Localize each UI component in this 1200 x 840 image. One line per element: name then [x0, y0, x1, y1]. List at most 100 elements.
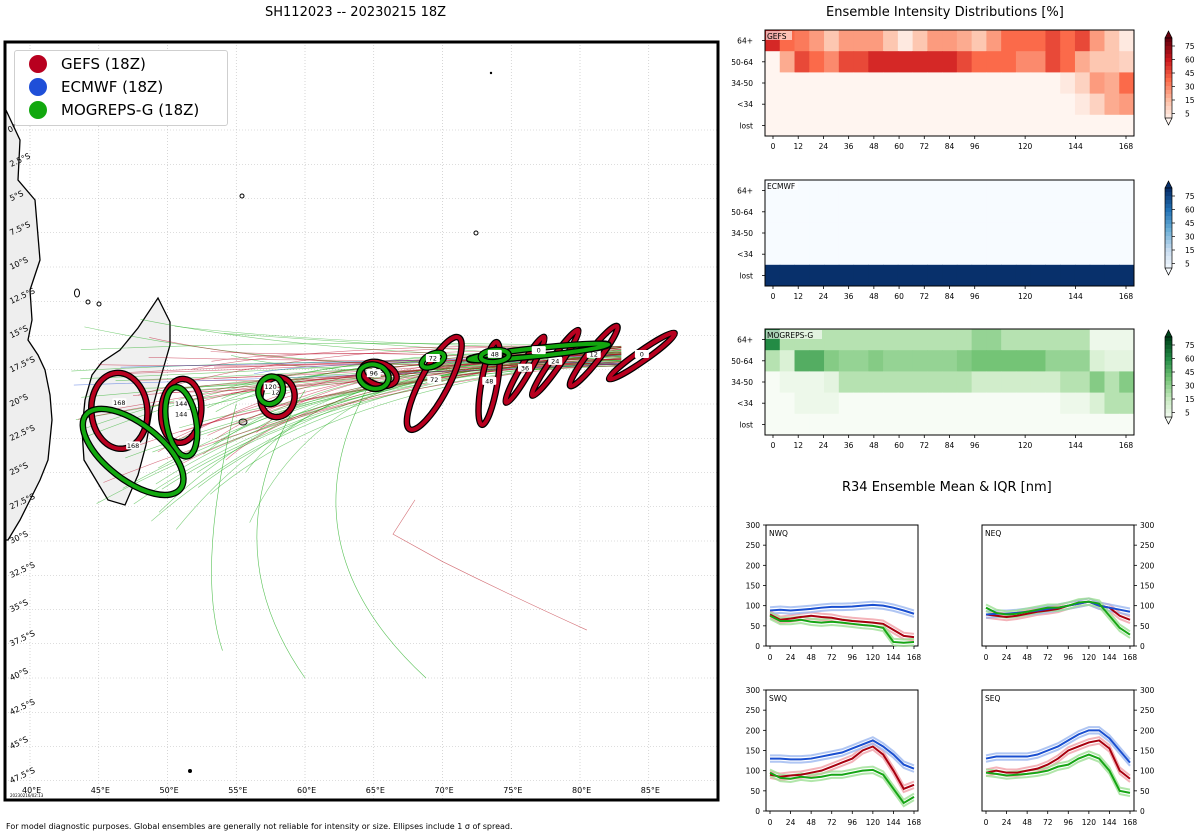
heatmap-cell [853, 243, 869, 266]
heatmap-cell [986, 114, 1002, 137]
lon-tick-label: 75°E [503, 786, 522, 795]
heatmap-cell [779, 392, 796, 415]
heatmap-cell [1104, 243, 1120, 266]
heatmap-cell [809, 413, 825, 436]
heatmap-cell [779, 243, 796, 266]
heatmap-cell [942, 413, 958, 436]
heatmap-cell [838, 243, 855, 266]
heatmap-cell [956, 180, 973, 202]
colorbar-step [1165, 357, 1172, 362]
heatmap-cell [1045, 350, 1061, 372]
heatmap-cell [1104, 180, 1120, 202]
heatmap-cell [971, 30, 987, 52]
r34-x-label: 144 [1102, 653, 1117, 662]
heatmap-cell [1045, 51, 1061, 73]
heatmap-cell [956, 243, 973, 266]
colorbar-step [1165, 345, 1172, 350]
heatmap-x-label: 120 [1018, 142, 1033, 151]
heatmap-cell [809, 222, 825, 245]
colorbar-label: 60 [1185, 56, 1195, 65]
r34-y-label: 0 [755, 642, 760, 651]
colorbar-label: 75 [1185, 192, 1195, 201]
colorbar-step [1165, 70, 1172, 75]
heatmap-x-label: 48 [869, 441, 879, 450]
heatmap-cell [1074, 243, 1091, 266]
lat-tick-label: 35°S [8, 598, 29, 614]
heatmap-row-label: <34 [737, 399, 753, 408]
colorbar-extend-top [1164, 180, 1173, 189]
heatmap-x-label: 96 [970, 292, 980, 301]
r34-x-label: 24 [786, 653, 796, 662]
ellipse-hour-label: 48 [491, 350, 499, 358]
heatmap-cell [765, 392, 781, 415]
ellipse-label-bg [112, 398, 127, 407]
ensemble-track [211, 403, 237, 651]
heatmap-cell [824, 114, 840, 137]
heatmap-cell [1074, 30, 1091, 52]
heatmap-cell [1074, 222, 1091, 245]
heatmap-cell [853, 222, 869, 245]
comoros-2 [85, 299, 91, 305]
heatmap-cell [986, 222, 1002, 245]
heatmap-cell [1074, 329, 1091, 351]
heatmap-cell [1045, 30, 1061, 52]
heatmap-cell [927, 264, 943, 287]
colorbar-step [1165, 98, 1172, 103]
heatmap-cell [853, 329, 869, 351]
heatmap-cell [1045, 114, 1061, 137]
land-masses [4, 71, 493, 773]
heatmap-cell [942, 114, 958, 137]
heatmap-row-label: 50-64 [731, 58, 753, 67]
r34-line-ecmwf [769, 603, 915, 615]
r34-x-label: 96 [1064, 818, 1074, 827]
heatmap-cell [1104, 72, 1120, 95]
ellipse-label-bg [518, 363, 532, 372]
heatmap-cell [942, 329, 958, 351]
heatmap-cell [1015, 392, 1032, 415]
r34-x-label: 120 [866, 818, 881, 827]
heatmap-cell [883, 51, 899, 73]
heatmap-row-label: 50-64 [731, 357, 753, 366]
heatmap-x-label: 144 [1068, 441, 1083, 450]
colorbar-step [1165, 62, 1172, 67]
colorbar-step [1165, 192, 1172, 197]
colorbar-step [1165, 188, 1172, 193]
heatmap-cell [809, 392, 825, 415]
heatmap-cell [809, 243, 825, 266]
heatmap-cell [824, 30, 840, 52]
heatmap-cell [1045, 392, 1061, 415]
heatmap-cell [1030, 30, 1046, 52]
heatmap-cell [986, 350, 1002, 372]
heatmap-cell [1015, 222, 1032, 245]
heatmap-cell [942, 201, 958, 223]
heatmap-row-label: 64+ [737, 37, 753, 46]
track-map: 01224364872961201441680487296120144168 4… [3, 40, 720, 802]
heatmap-cell [1015, 51, 1032, 73]
heatmap-row-label: lost [739, 271, 753, 280]
heatmap-cell [912, 93, 928, 116]
colorbar-step [1165, 200, 1172, 205]
r34-y-label: 100 [746, 602, 761, 611]
heatmap-cell [794, 114, 810, 137]
r34-y-label: 100 [746, 767, 761, 776]
heatmap-cell [779, 264, 796, 287]
heatmap-name: MOGREPS-G [767, 331, 813, 340]
map-legend: GEFS (18Z) ECMWF (18Z) MOGREPS-G (18Z) [14, 50, 228, 126]
lat-tick-label: 32.5°S [8, 560, 36, 580]
lon-tick-label: 70°E [435, 786, 454, 795]
colorbar-label: 75 [1185, 42, 1195, 51]
heatmap-cell [868, 222, 884, 245]
legend-item-gefs: GEFS (18Z) [29, 53, 146, 75]
heatmap-cell [897, 243, 914, 266]
heatmap-cell [794, 264, 810, 287]
heatmap-cell [838, 392, 855, 415]
colorbar-label: 75 [1185, 341, 1195, 350]
heatmap-name-bg [766, 31, 792, 40]
heatmap-cell [1074, 371, 1091, 394]
heatmap-cell [1060, 180, 1076, 202]
heatmap-cell [853, 350, 869, 372]
comoros-3 [96, 301, 102, 307]
r34-y-label: 0 [1140, 807, 1145, 816]
heatmap-cell [956, 392, 973, 415]
r34-x-label: 96 [1064, 653, 1074, 662]
